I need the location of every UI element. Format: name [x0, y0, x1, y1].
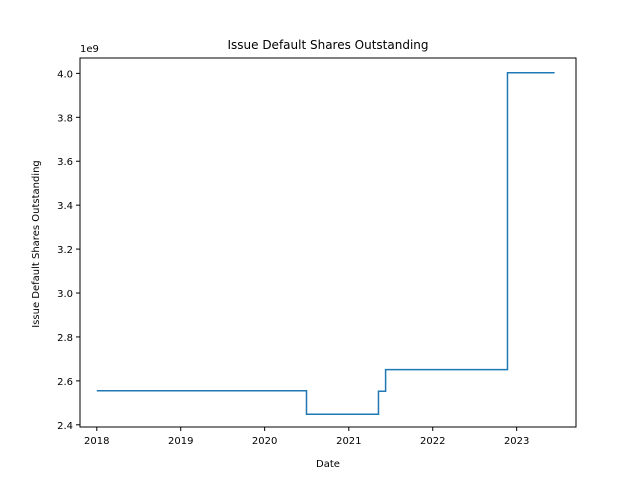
- x-axis-label: Date: [316, 459, 340, 470]
- y-tick-label: 3.0: [57, 289, 73, 300]
- y-tick-label: 3.2: [57, 245, 73, 256]
- y-tick-label: 3.4: [57, 201, 73, 212]
- y-tick-label: 2.4: [57, 421, 73, 432]
- chart-title: Issue Default Shares Outstanding: [227, 38, 428, 52]
- x-tick-label: 2021: [336, 436, 361, 447]
- y-tick-label: 2.8: [57, 333, 73, 344]
- plot-frame: [79, 57, 577, 428]
- y-axis-label: Issue Default Shares Outstanding: [31, 160, 42, 328]
- x-tick-label: 2022: [420, 436, 445, 447]
- y-tick-label: 3.8: [57, 113, 73, 124]
- y-tick-label: 3.6: [57, 157, 73, 168]
- y-tick-label: 2.6: [57, 377, 73, 388]
- x-tick-label: 2019: [168, 436, 193, 447]
- y-tick-label: 4.0: [57, 69, 73, 80]
- x-tick-label: 2020: [252, 436, 277, 447]
- x-tick-label: 2023: [504, 436, 529, 447]
- x-tick-label: 2018: [84, 436, 109, 447]
- series-line: [96, 71, 555, 416]
- y-axis-offset-label: 1e9: [80, 44, 99, 55]
